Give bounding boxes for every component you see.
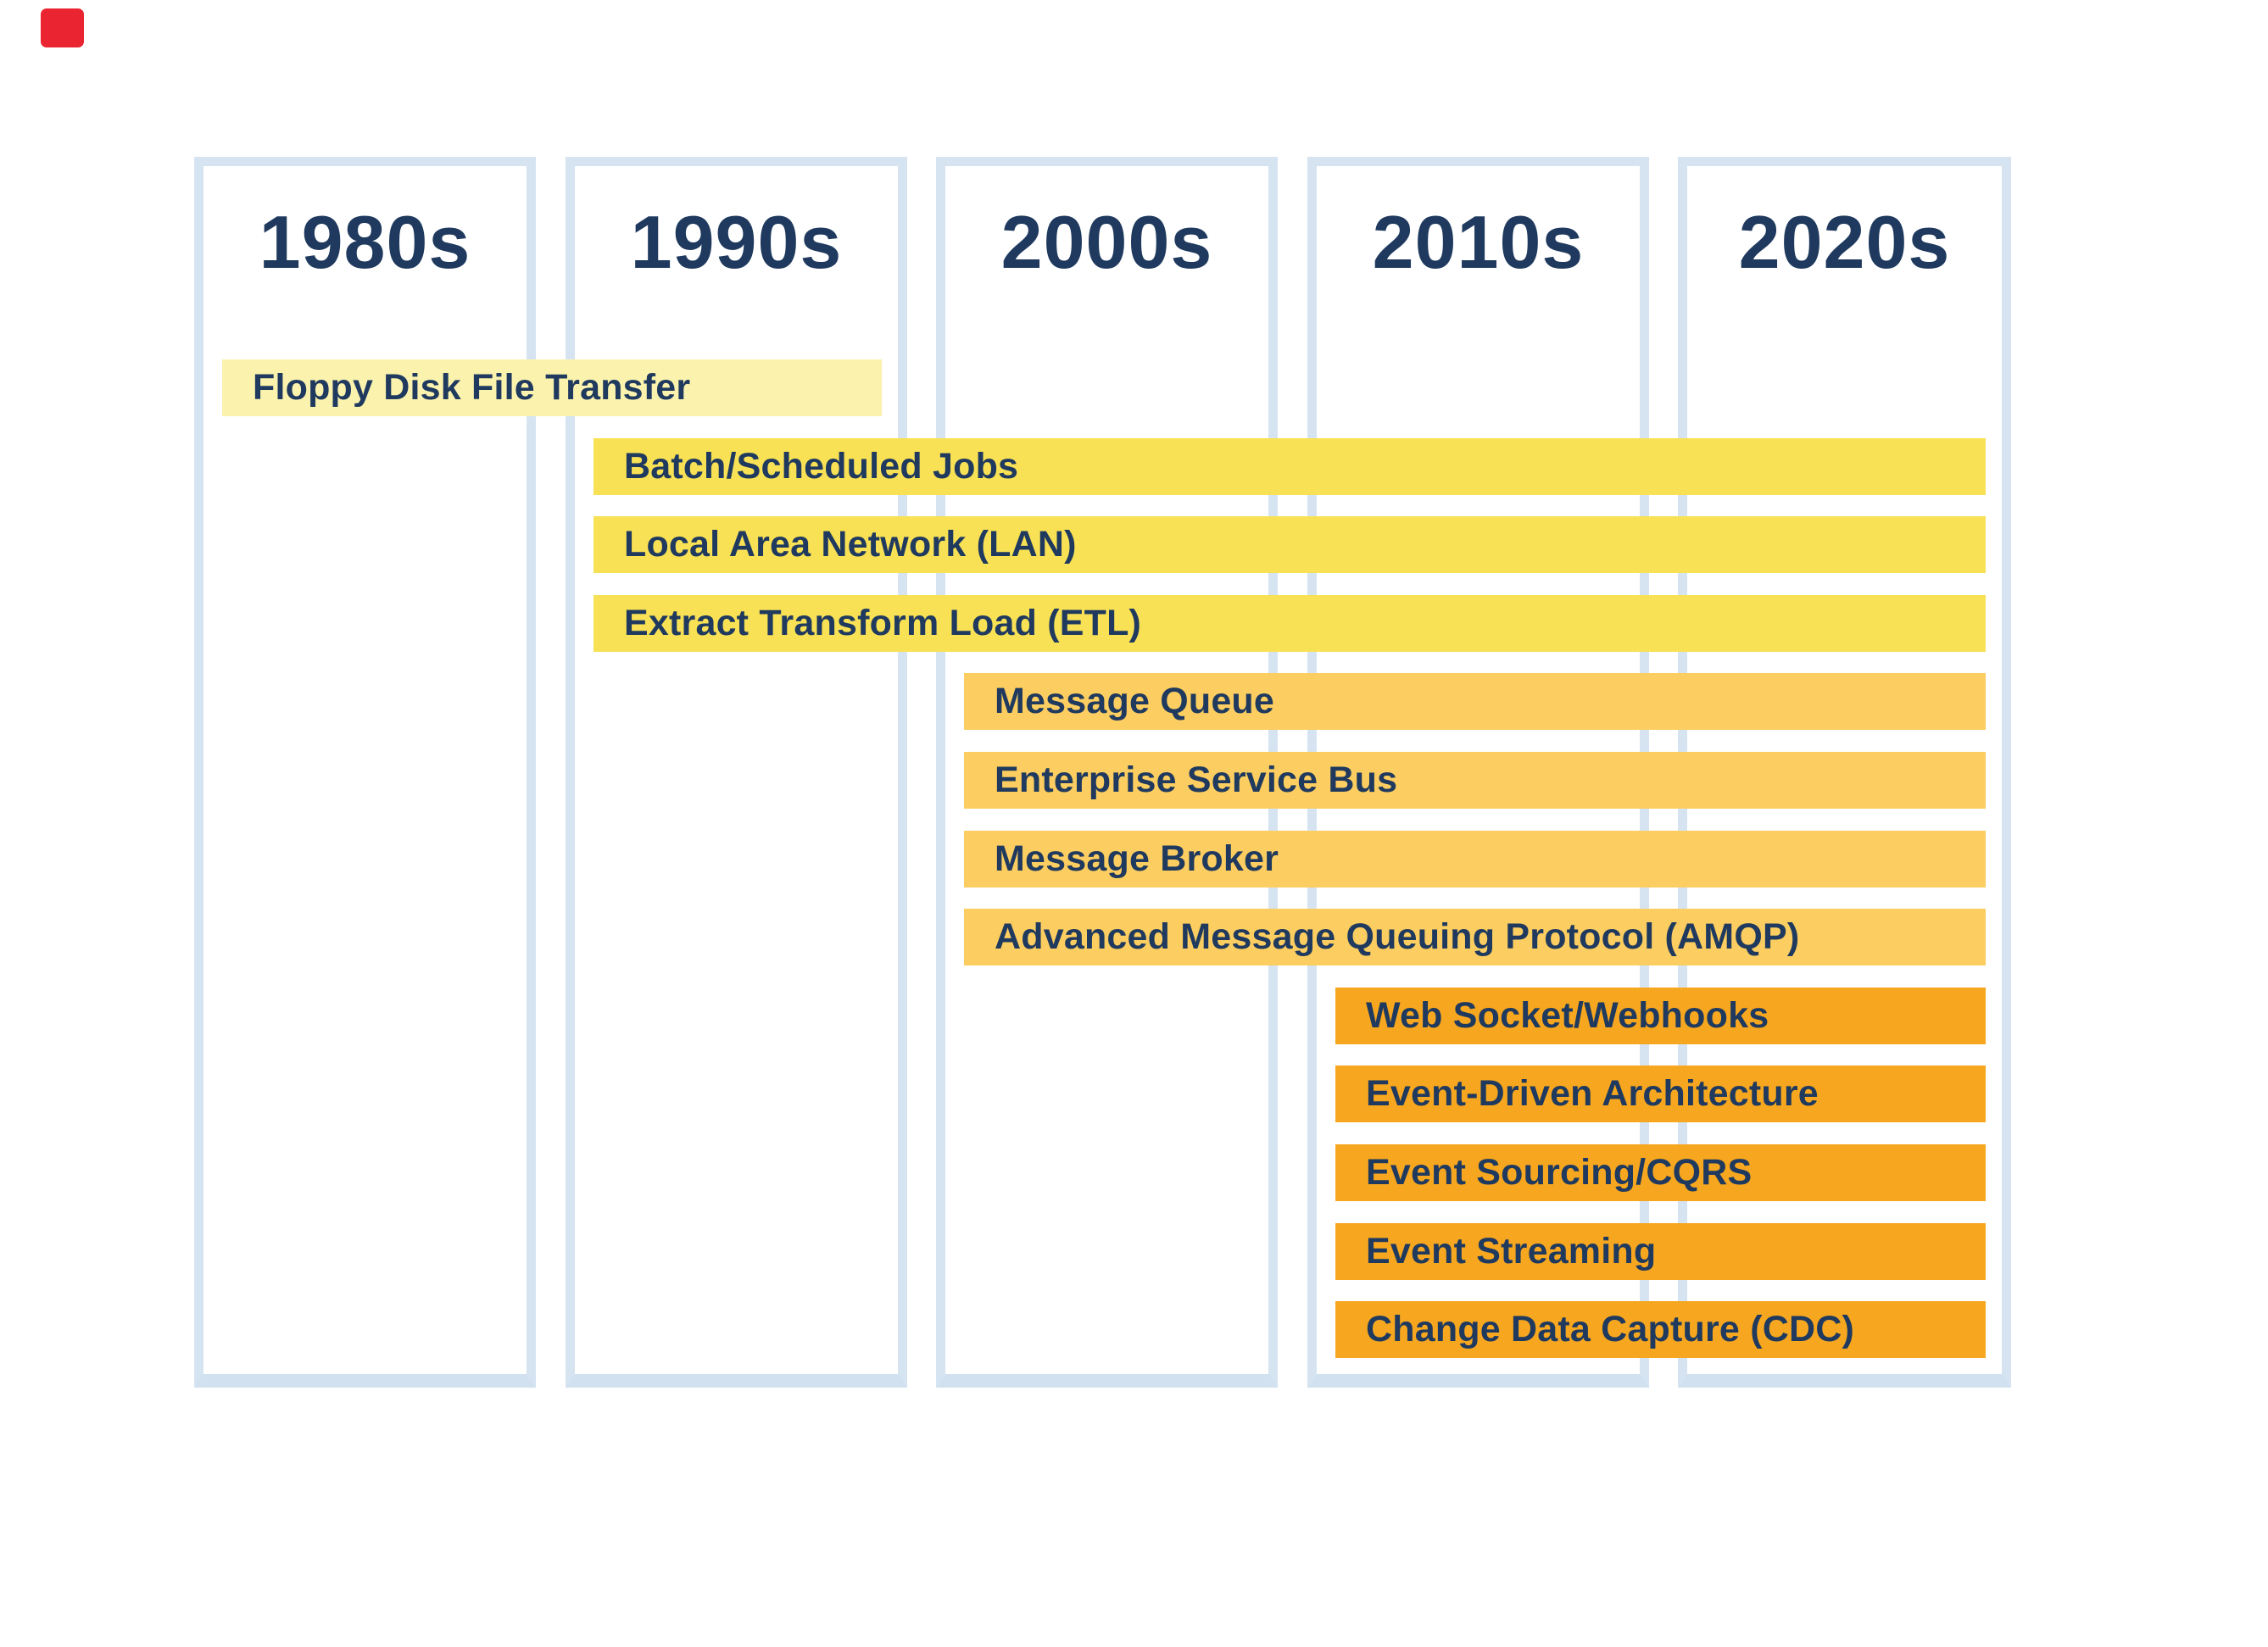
timeline-bar: Batch/Scheduled Jobs bbox=[593, 438, 1986, 495]
timeline-bar: Local Area Network (LAN) bbox=[593, 516, 1986, 573]
timeline-bar: Change Data Capture (CDC) bbox=[1335, 1301, 1986, 1358]
red-corner-marker bbox=[41, 8, 84, 47]
decade-header-1980s: 1980s bbox=[259, 200, 471, 284]
timeline-bar-label: Advanced Message Queuing Protocol (AMQP) bbox=[995, 916, 1800, 957]
timeline-bar-label: Change Data Capture (CDC) bbox=[1366, 1309, 1854, 1349]
timeline-bar-label: Event-Driven Architecture bbox=[1366, 1073, 1819, 1114]
decade-header-2010s: 2010s bbox=[1372, 200, 1585, 284]
timeline-bar: Web Socket/Webhooks bbox=[1335, 988, 1986, 1044]
timeline-bar-label: Event Sourcing/CQRS bbox=[1366, 1152, 1753, 1193]
decade-column-1990s: 1990s bbox=[566, 157, 907, 1388]
timeline-bar-label: Web Socket/Webhooks bbox=[1366, 995, 1769, 1036]
timeline-bar-label: Batch/Scheduled Jobs bbox=[624, 446, 1019, 487]
decade-header-2000s: 2000s bbox=[1000, 200, 1213, 284]
timeline-bar-label: Message Queue bbox=[995, 681, 1275, 721]
timeline-bar-label: Floppy Disk File Transfer bbox=[253, 367, 691, 408]
timeline-bar-label: Extract Transform Load (ETL) bbox=[624, 603, 1142, 643]
timeline-bar: Extract Transform Load (ETL) bbox=[593, 595, 1986, 652]
decade-header-1990s: 1990s bbox=[630, 200, 843, 284]
timeline-bar-label: Event Streaming bbox=[1366, 1231, 1657, 1271]
timeline-bar-label: Enterprise Service Bus bbox=[995, 760, 1398, 800]
timeline-bar: Advanced Message Queuing Protocol (AMQP) bbox=[964, 909, 1986, 965]
timeline-bar: Floppy Disk File Transfer bbox=[222, 359, 882, 416]
timeline-bar: Event-Driven Architecture bbox=[1335, 1066, 1986, 1122]
timeline-bar: Message Broker bbox=[964, 831, 1986, 887]
timeline-bar-label: Message Broker bbox=[995, 838, 1279, 879]
decade-column-1980s: 1980s bbox=[194, 157, 536, 1388]
timeline-bar: Enterprise Service Bus bbox=[964, 752, 1986, 809]
timeline-bar: Message Queue bbox=[964, 673, 1986, 730]
timeline-bar: Event Streaming bbox=[1335, 1223, 1986, 1280]
decade-header-2020s: 2020s bbox=[1738, 200, 1951, 284]
timeline-bar-label: Local Area Network (LAN) bbox=[624, 524, 1077, 565]
timeline-bar: Event Sourcing/CQRS bbox=[1335, 1144, 1986, 1201]
